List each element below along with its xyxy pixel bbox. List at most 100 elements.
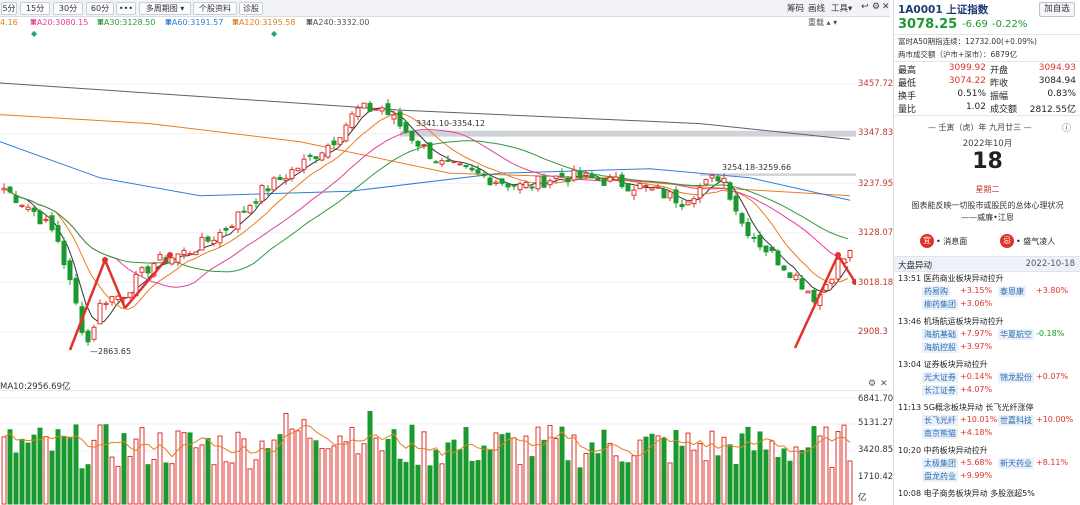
candle-body [583, 172, 589, 176]
volume-bar [529, 456, 535, 505]
stock-change: +0.07% [1036, 372, 1069, 381]
candle-body [307, 154, 313, 157]
volume-tick: 1710.42 [858, 472, 894, 482]
event-item[interactable]: 10:20 中药板块异动拉升 [898, 445, 988, 456]
ma240-label: MA240:3332.00 [306, 18, 370, 27]
event-item[interactable]: 11:13 5G概念板块异动 长飞光纤涨停 [898, 402, 1033, 413]
stock-name: 泰恩康 [1000, 287, 1024, 296]
volume-bar [649, 433, 655, 505]
event-title: 机场航运板块异动拉升 [923, 317, 1004, 326]
tools-button[interactable]: 工具▾ [831, 2, 852, 14]
multi-period-label: 多周期图 [145, 4, 178, 13]
volume-bar [373, 437, 379, 505]
stat-value: 1.02 [965, 102, 986, 112]
candle-body [685, 201, 691, 206]
diagnose-button[interactable]: 诊股 [239, 2, 263, 15]
candle-body [433, 161, 439, 164]
stock-tag[interactable]: 光大证券 [922, 372, 958, 383]
annotation-arrow [124, 254, 171, 309]
candle-body [847, 250, 853, 259]
candle-body [757, 234, 763, 248]
volume-bar [775, 457, 781, 505]
candle-body [733, 195, 739, 212]
stock-tag[interactable]: 盘龙药业 [922, 471, 958, 482]
volume-settings-icon[interactable]: ⚙ [868, 379, 877, 389]
stock-tag[interactable]: 柳药集团 [922, 299, 958, 310]
annotation-arrow [103, 259, 127, 309]
price-tick: 3347.83 [858, 128, 894, 138]
settings-icon[interactable]: ⚙ [872, 2, 881, 12]
down-arrow-icon: ⬇ [165, 18, 172, 27]
stock-name: 长江证券 [924, 386, 956, 395]
chip-button[interactable]: 筹码 [787, 4, 805, 14]
stock-tag[interactable]: 锦龙股份 [998, 372, 1034, 383]
period-5min-button[interactable]: 5分 [1, 2, 17, 15]
period-15min-button[interactable]: 15分 [20, 2, 50, 15]
multi-period-dropdown[interactable]: 多周期图 ▾ [139, 2, 191, 15]
stock-change: +7.97% [960, 329, 993, 338]
candle-body [325, 144, 331, 158]
stock-tag[interactable]: 海航控股 [922, 342, 958, 353]
event-item[interactable]: 13:51 医药商业板块异动拉升 [898, 273, 1004, 284]
stock-tag[interactable]: 海航基础 [922, 329, 958, 340]
zoom-icon[interactable]: 重载 ▴ ▾ [808, 18, 838, 27]
volume-bar [319, 447, 325, 505]
stock-tag[interactable]: 南京熊猫 [922, 428, 958, 439]
candle-body [619, 174, 625, 188]
stock-tag[interactable]: 新天药业 [998, 458, 1034, 469]
volume-bar [841, 424, 847, 505]
ma240-line [0, 82, 851, 140]
lunar-date: — 壬寅（虎）年 九月廿三 — [928, 123, 1032, 132]
stock-change: +3.15% [960, 286, 993, 295]
period-30min-button[interactable]: 30分 [53, 2, 83, 15]
volume-bar [409, 424, 415, 505]
info-icon[interactable]: ⓘ [1061, 124, 1071, 134]
candle-body [391, 114, 397, 120]
candle-body [697, 187, 703, 199]
candle-body [535, 175, 541, 190]
volume-bar [103, 424, 109, 505]
candle-body [73, 277, 79, 304]
more-periods-button[interactable]: ••• [116, 2, 136, 15]
candle-body [193, 251, 199, 256]
stock-info-button[interactable]: 个股资料 [193, 2, 237, 15]
stock-tag[interactable]: 长江证券 [922, 385, 958, 396]
stat-value: 3094.93 [1038, 63, 1076, 73]
event-time: 10:20 [898, 446, 922, 455]
volume-bar [619, 461, 625, 505]
volume-bar [19, 438, 25, 505]
bad-badge: 忌 [1000, 234, 1014, 248]
volume-close-icon[interactable]: ✕ [880, 379, 888, 389]
stock-tag[interactable]: 泰恩康 [998, 286, 1026, 297]
stock-change: +10.01% [960, 415, 998, 424]
event-marker-icon[interactable]: ◆ [271, 29, 278, 38]
volume-bar [457, 449, 463, 505]
volume-bar [709, 430, 715, 505]
down-arrow-icon: ⬇ [306, 18, 313, 27]
add-watchlist-button[interactable]: 加自选 [1039, 2, 1075, 17]
draw-line-button[interactable]: 画线 [808, 4, 826, 14]
event-item[interactable]: 13:46 机场航运板块异动拉升 [898, 316, 1004, 327]
close-icon[interactable]: ✕ [882, 2, 890, 12]
volume-bar [43, 436, 49, 505]
stock-tag[interactable]: 华夏航空 [998, 329, 1034, 340]
event-item[interactable]: 10:08 电子商务板块异动 多股涨超5% [898, 488, 1035, 499]
event-marker-icon[interactable]: ◆ [31, 29, 38, 38]
stock-tag[interactable]: 长飞光纤 [922, 415, 958, 426]
volume-bar [175, 430, 181, 505]
stock-tag[interactable]: 太极集团 [922, 458, 958, 469]
restore-icon[interactable]: ↩ [861, 2, 869, 12]
volume-unit: 亿 [858, 493, 867, 503]
candlestick-chart[interactable] [0, 30, 856, 376]
period-60min-button[interactable]: 60分 [86, 2, 114, 15]
candle-body [301, 158, 307, 170]
event-item[interactable]: 13:04 证券板块异动拉升 [898, 359, 988, 370]
candle-body [49, 215, 55, 231]
candle-body [403, 121, 409, 133]
volume-chart[interactable] [0, 392, 856, 505]
candle-body [259, 185, 265, 202]
stock-tag[interactable]: 药易购 [922, 286, 950, 297]
stock-tag[interactable]: 世嘉科技 [998, 415, 1034, 426]
price-change: -6.69 [962, 19, 988, 30]
ma30-line [1, 140, 849, 273]
